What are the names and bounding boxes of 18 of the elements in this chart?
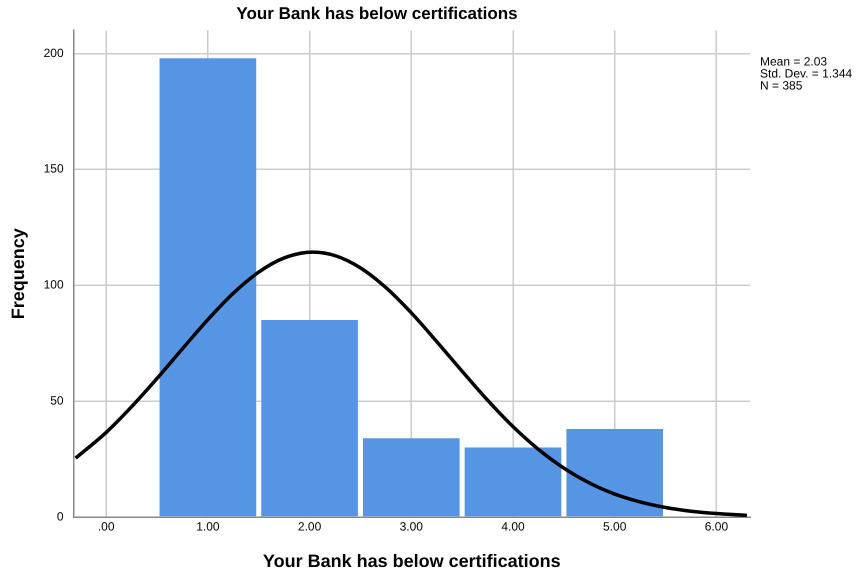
x-tick-label: 4.00 — [501, 520, 526, 534]
x-tick-label: 5.00 — [603, 520, 627, 534]
x-tick-label: 6.00 — [704, 520, 728, 534]
y-axis-title: Frequency — [8, 228, 28, 320]
x-tick-label: 2.00 — [298, 520, 322, 534]
x-tick-label: 3.00 — [400, 520, 424, 534]
text: Mean = 2.03 — [760, 54, 828, 69]
chart-title: Your Bank has below certifications — [236, 4, 518, 23]
y-tick-label: 50 — [50, 393, 64, 408]
y-tick-label: 0 — [56, 509, 64, 524]
text: N = 385 — [760, 78, 803, 93]
x-tick-label: .00 — [98, 520, 115, 534]
text: Std. Dev. = 1.344 — [760, 66, 852, 81]
y-tick-label: 150 — [44, 162, 64, 176]
x-tick-label: 1.00 — [196, 520, 220, 534]
y-tick-label: 200 — [44, 46, 64, 60]
x-axis-title: Your Bank has below certifications — [262, 551, 561, 572]
y-tick-label: 100 — [44, 278, 64, 292]
